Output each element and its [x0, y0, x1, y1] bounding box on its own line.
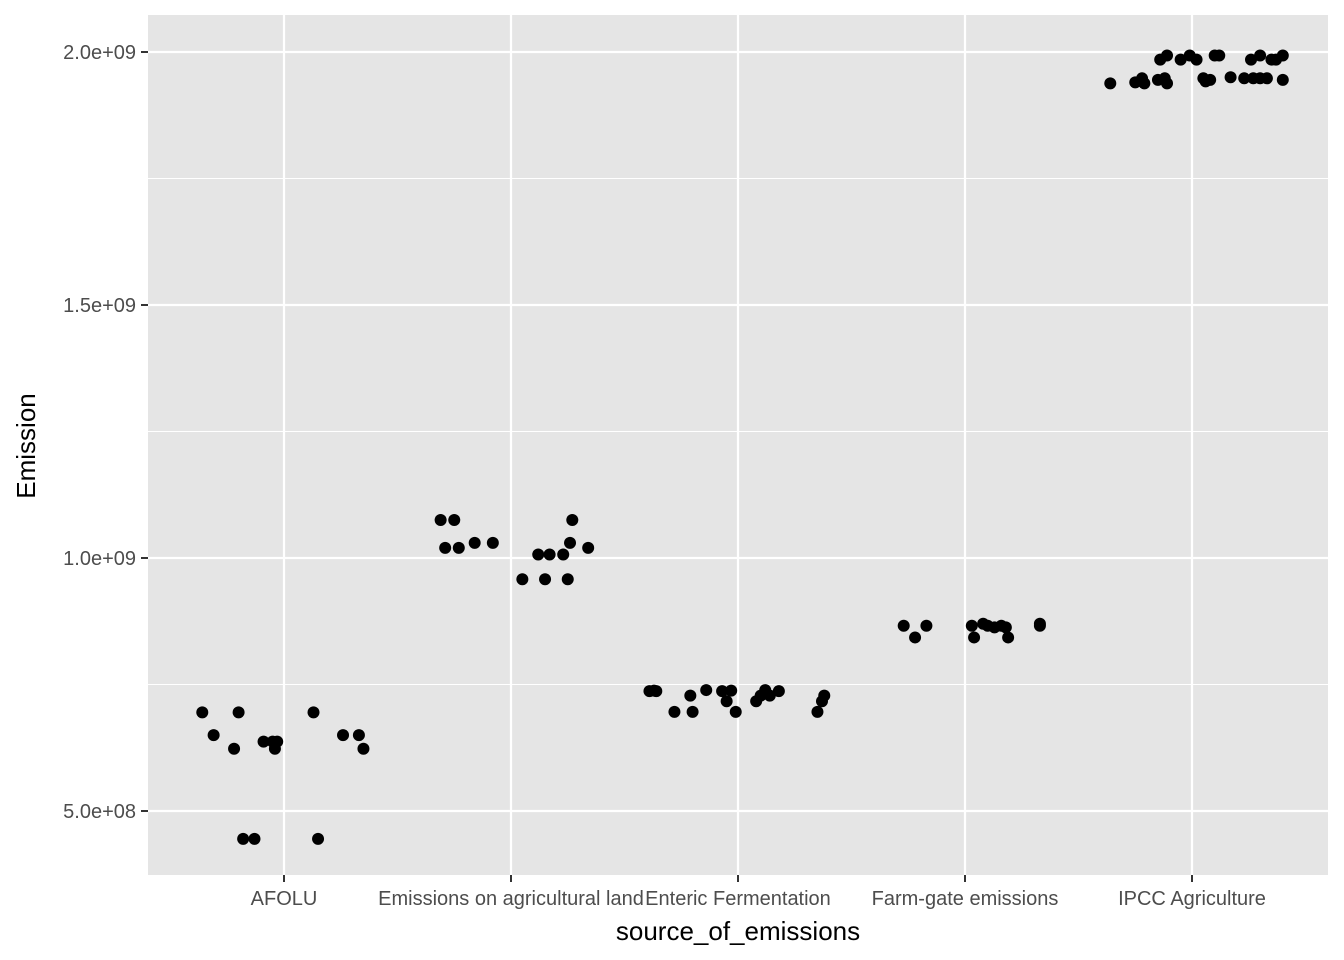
data-point	[357, 742, 370, 755]
x-tick-label: Emissions on agricultural land	[378, 888, 644, 910]
data-point	[232, 706, 245, 719]
data-point	[237, 832, 250, 845]
data-point	[539, 573, 552, 586]
data-point	[965, 619, 978, 632]
data-point	[196, 706, 209, 719]
x-tick-label: Enteric Fermentation	[645, 888, 831, 910]
data-point	[668, 705, 681, 718]
data-point	[207, 729, 220, 742]
data-point	[1204, 73, 1217, 86]
x-tick-label: IPCC Agriculture	[1118, 888, 1266, 910]
data-point	[909, 631, 922, 644]
x-tick-label: AFOLU	[251, 888, 318, 910]
data-point	[543, 548, 556, 561]
data-point	[818, 689, 831, 702]
data-point	[1276, 49, 1289, 62]
data-point	[716, 685, 729, 698]
data-point	[468, 536, 481, 549]
data-point	[564, 536, 577, 549]
data-point	[561, 573, 574, 586]
y-tick-label: 1.5e+09	[63, 295, 136, 317]
data-point	[772, 685, 785, 698]
data-point	[1190, 53, 1203, 66]
data-point	[720, 695, 733, 708]
data-point	[684, 689, 697, 702]
data-point	[1138, 77, 1151, 90]
data-point	[257, 735, 270, 748]
data-point	[1254, 49, 1267, 62]
data-point	[811, 705, 824, 718]
data-point	[448, 514, 461, 527]
data-point	[582, 541, 595, 554]
data-point	[271, 735, 284, 748]
data-point	[1245, 53, 1258, 66]
data-point	[968, 631, 981, 644]
data-point	[1161, 77, 1174, 90]
data-point	[1033, 619, 1046, 632]
major-gridlines	[148, 15, 1328, 875]
data-point	[1002, 631, 1015, 644]
data-point	[700, 684, 713, 697]
data-point	[725, 684, 738, 697]
data-point	[650, 685, 663, 698]
data-point	[352, 729, 365, 742]
y-tick-label: 1.0e+09	[63, 548, 136, 570]
data-point	[1260, 72, 1273, 85]
data-point	[729, 705, 742, 718]
data-point	[337, 729, 350, 742]
data-point	[686, 705, 699, 718]
data-point	[486, 536, 499, 549]
y-axis: 5.0e+08 1.0e+09 1.5e+09 2.0e+09	[63, 42, 148, 823]
data-point	[897, 619, 910, 632]
data-point	[439, 541, 452, 554]
data-point	[1276, 73, 1289, 86]
data-point	[920, 619, 933, 632]
y-tick-label: 5.0e+08	[63, 801, 136, 823]
data-points	[196, 49, 1289, 845]
data-point	[228, 742, 241, 755]
data-point	[763, 689, 776, 702]
data-point	[557, 548, 570, 561]
data-point	[1224, 71, 1237, 84]
data-point	[999, 621, 1012, 634]
data-point	[1238, 72, 1251, 85]
data-point	[312, 832, 325, 845]
x-axis-title: source_of_emissions	[616, 916, 860, 946]
data-point	[1174, 53, 1187, 66]
data-point	[434, 514, 447, 527]
data-point	[1104, 77, 1117, 90]
data-point	[566, 514, 579, 527]
data-point	[307, 706, 320, 719]
data-point	[516, 573, 529, 586]
y-axis-title: Emission	[11, 393, 41, 498]
data-point	[1213, 49, 1226, 62]
x-axis: AFOLU Emissions on agricultural land Enter…	[251, 875, 1266, 910]
data-point	[1161, 49, 1174, 62]
x-tick-label: Farm-gate emissions	[872, 888, 1059, 910]
data-point	[248, 832, 261, 845]
y-tick-label: 2.0e+09	[63, 42, 136, 64]
data-point	[452, 541, 465, 554]
data-point	[532, 548, 545, 561]
